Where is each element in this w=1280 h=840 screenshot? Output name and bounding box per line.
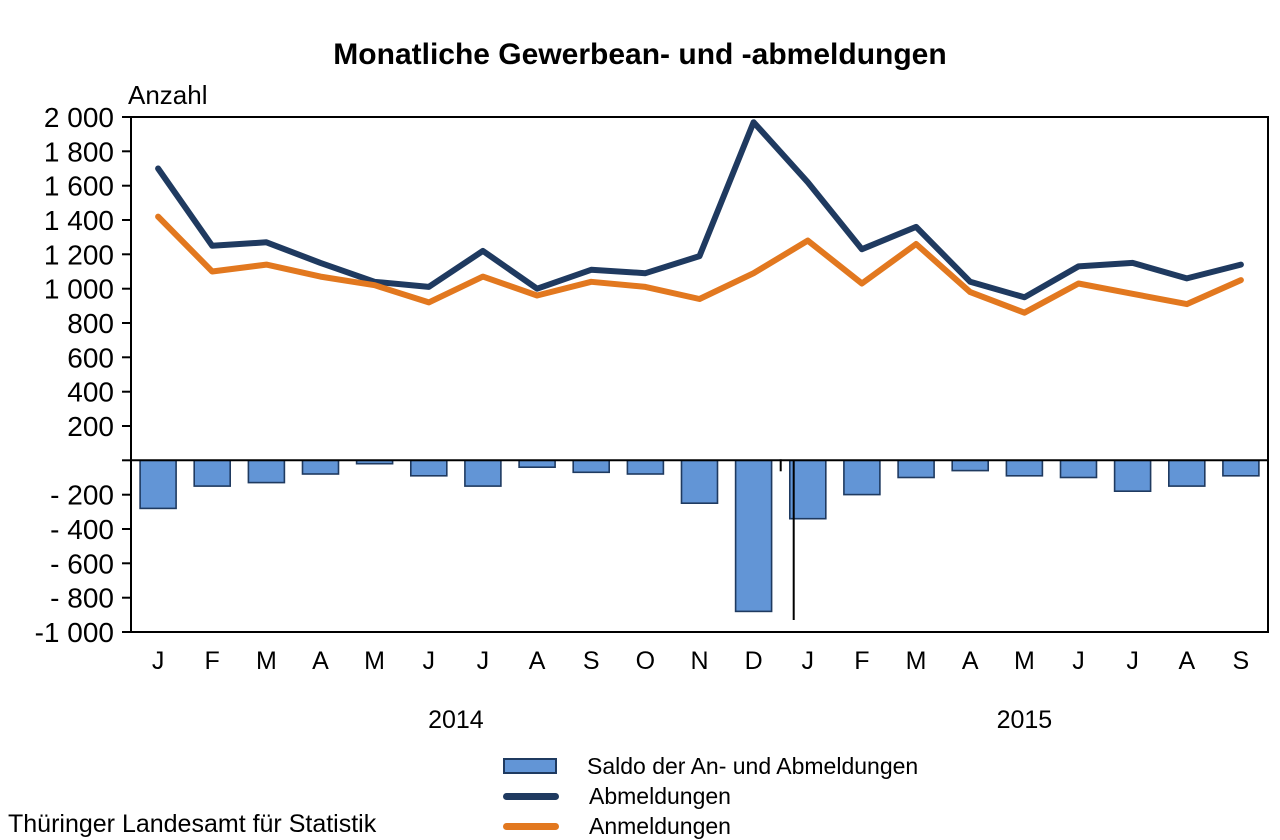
month-label: M: [1014, 647, 1035, 675]
y-tick-label: 1 800: [44, 136, 114, 167]
saldo-bar: [626, 459, 665, 475]
plot-frame: [130, 116, 1269, 633]
year-label: 2014: [428, 706, 484, 734]
saldo-bar: [788, 459, 827, 520]
chart-title: Monatliche Gewerbean- und -abmeldungen: [333, 38, 947, 71]
saldo-bar: [572, 459, 611, 474]
saldo-bar: [193, 459, 231, 487]
legend-item-saldo: Saldo der An- und Abmeldungen: [503, 751, 918, 781]
axes: [130, 116, 1269, 633]
abmeldungen-line: [155, 119, 1244, 301]
legend-label: Anmeldungen: [589, 812, 731, 839]
saldo-bar-swatch-icon: [503, 758, 557, 774]
month-label: M: [364, 647, 385, 675]
legend-label: Abmeldungen: [589, 782, 731, 809]
month-label: N: [690, 647, 708, 675]
saldo-bar: [301, 459, 340, 475]
y-tick-label: -1 000: [35, 617, 114, 648]
saldo-bar: [734, 459, 773, 613]
y-tick-label: 1 400: [44, 205, 114, 236]
abmeldungen-line-swatch-icon: [503, 792, 559, 800]
month-label: J: [1072, 647, 1085, 675]
saldo-bar: [247, 459, 286, 484]
y-tick-label: 1 600: [44, 171, 114, 202]
y-tick-label: 400: [67, 377, 114, 408]
month-label: J: [477, 647, 490, 675]
y-tick-label: 200: [67, 411, 114, 442]
x-axis-month-labels: J F M A M J J A S O N D J F M A M J J A S 2014 2015: [152, 647, 1249, 734]
saldo-bar: [843, 459, 881, 496]
month-label: M: [256, 647, 277, 675]
month-label: J: [152, 647, 165, 675]
saldo-bar: [951, 459, 990, 472]
month-label: O: [636, 647, 655, 675]
legend-label: Saldo der An- und Abmeldungen: [587, 752, 919, 779]
saldo-bar: [1168, 459, 1206, 487]
saldo-bars: [139, 459, 1260, 613]
anmeldungen-line-swatch-icon: [503, 822, 559, 830]
y-tick-label: - 600: [50, 548, 114, 579]
month-label: J: [802, 647, 815, 675]
saldo-bar: [464, 459, 502, 487]
saldo-bar: [1005, 459, 1044, 477]
saldo-bar: [1113, 459, 1152, 492]
y-axis-unit-label: Anzahl: [128, 80, 208, 110]
saldo-bar: [518, 459, 556, 468]
y-tick-label: - 200: [50, 480, 114, 511]
saldo-bar: [680, 459, 719, 504]
saldo-bar: [1059, 459, 1098, 479]
month-label: S: [583, 647, 600, 675]
anmeldungen-line: [155, 213, 1244, 316]
month-label: M: [906, 647, 927, 675]
source-attribution: Thüringer Landesamt für Statistik: [8, 810, 377, 838]
y-tick-label: - 800: [50, 583, 114, 614]
month-label: A: [312, 647, 329, 675]
month-label: J: [1126, 647, 1139, 675]
y-tick-label: 600: [67, 342, 114, 373]
y-tick-label: - 400: [50, 514, 114, 545]
month-label: F: [205, 647, 220, 675]
month-label: A: [529, 647, 546, 675]
month-label: J: [423, 647, 436, 675]
saldo-bar: [897, 459, 935, 479]
y-tick-label: 1 200: [44, 239, 114, 270]
month-label: A: [1178, 647, 1195, 675]
legend-item-abmeldungen: Abmeldungen: [503, 781, 918, 811]
month-label: S: [1233, 647, 1250, 675]
month-label: A: [962, 647, 979, 675]
month-label: D: [745, 647, 763, 675]
chart-legend: Saldo der An- und Abmeldungen Abmeldunge…: [503, 751, 918, 840]
legend-item-anmeldungen: Anmeldungen: [503, 811, 918, 840]
y-tick-label: 2 000: [44, 102, 114, 133]
saldo-bar: [139, 459, 177, 510]
y-tick-label: 1 000: [44, 274, 114, 305]
y-tick-label: 800: [67, 308, 114, 339]
saldo-bar: [409, 459, 448, 477]
month-label: F: [854, 647, 869, 675]
year-label: 2015: [997, 706, 1053, 734]
saldo-bar: [1222, 459, 1260, 477]
